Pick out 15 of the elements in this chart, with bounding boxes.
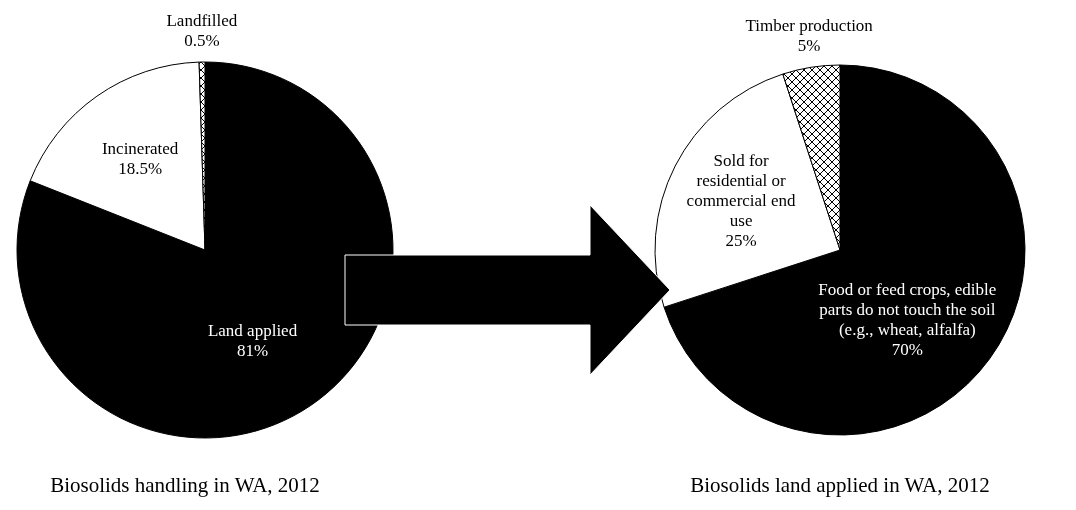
slice-label: Food or feed crops, edible parts do not touch the soil (e.g., wheat, alfalfa): [818, 279, 997, 339]
slice-label: Land applied: [207, 320, 298, 340]
text: Biosolids handling in WA, 2012: [50, 473, 320, 497]
data-label: 5%: [797, 36, 821, 56]
data-label: 81%: [236, 340, 269, 360]
slice-label: Sold for residential or commercial end use: [686, 150, 797, 230]
slice-label: Incinerated: [101, 138, 179, 158]
slice-label: Timber production: [745, 16, 874, 36]
data-label: 25%: [725, 230, 757, 250]
data-label: 70%: [891, 339, 923, 359]
text: Biosolids land applied in WA, 2012: [690, 473, 990, 497]
data-label: 18.5%: [118, 158, 163, 178]
data-label: 0.5%: [184, 31, 220, 51]
pie-slice: [16, 61, 394, 439]
slice-label: Landfilled: [166, 11, 238, 31]
